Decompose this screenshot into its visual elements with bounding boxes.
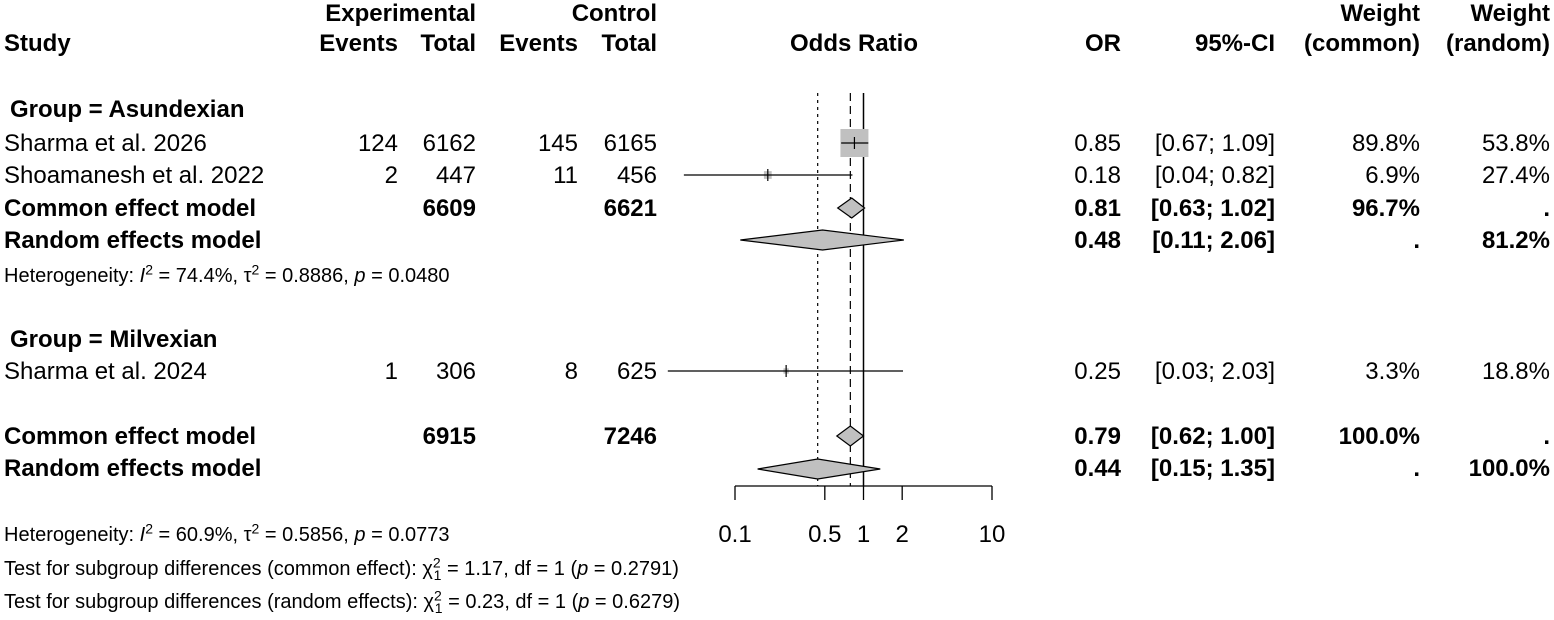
row-w-random: . (1543, 423, 1550, 450)
row-study: Common effect model (4, 195, 257, 222)
row-study: Random effects model (4, 227, 262, 254)
row-w-common: 100.0% (1338, 423, 1420, 450)
ctrl-total-header: Total (601, 30, 657, 57)
row-study: Shoamanesh et al. 2022 (4, 162, 265, 189)
weight-common-sub: (common) (1304, 30, 1420, 57)
row-c-total: 6165 (603, 130, 657, 157)
ci-header: 95%-CI (1194, 30, 1275, 57)
row-w-common: . (1413, 455, 1420, 482)
row-w-random: 18.8% (1481, 358, 1550, 385)
row-e-events: 1 (384, 358, 398, 385)
row-e-total: 306 (435, 358, 476, 385)
x-tick-label: 2 (895, 521, 909, 548)
random-effect-diamond (757, 458, 881, 480)
subgroup-test-random: Test for subgroup differences (random ef… (4, 587, 681, 616)
common-effect-diamond (836, 197, 866, 219)
weight-random-header: Weight (1470, 0, 1550, 27)
row-w-random: . (1543, 195, 1550, 222)
row-study: Sharma et al. 2024 (4, 358, 207, 385)
weight-common-header: Weight (1340, 0, 1420, 27)
row-c-events: 8 (564, 358, 578, 385)
exp-total-header: Total (420, 30, 476, 57)
row-ci: [0.03; 2.03] (1154, 358, 1275, 385)
row-w-common: 6.9% (1365, 162, 1420, 189)
x-tick-label: 10 (978, 521, 1006, 548)
row-e-total: 6162 (422, 130, 476, 157)
row-e-total: 6609 (422, 195, 476, 222)
exp-events-header: Events (319, 30, 398, 57)
row-c-events: 11 (553, 162, 578, 189)
or-header: OR (1085, 30, 1121, 57)
row-e-total: 6915 (422, 423, 476, 450)
row-w-common: . (1413, 227, 1420, 254)
row-study: Sharma et al. 2026 (4, 130, 207, 157)
experimental-header: Experimental (325, 0, 476, 27)
row-w-random: 81.2% (1481, 227, 1550, 254)
row-e-events: 124 (357, 130, 398, 157)
row-w-random: 100.0% (1468, 455, 1550, 482)
row-or: 0.44 (1074, 455, 1121, 482)
ctrl-events-header: Events (499, 30, 578, 57)
row-or: 0.79 (1074, 423, 1121, 450)
heterogeneity-group-1: Heterogeneity: I2 = 74.4%, τ2 = 0.8886, … (4, 261, 450, 287)
group-label: Group = Milvexian (10, 326, 218, 353)
odds-ratio-header: Odds Ratio (790, 30, 919, 57)
heterogeneity-overall: Heterogeneity: I2 = 60.9%, τ2 = 0.5856, … (4, 520, 450, 546)
row-c-events: 145 (537, 130, 578, 157)
x-tick-label: 1 (856, 521, 871, 548)
study-header: Study (4, 30, 71, 57)
row-w-random: 27.4% (1481, 162, 1550, 189)
row-study: Common effect model (4, 423, 257, 450)
row-ci: [0.15; 1.35] (1150, 455, 1275, 482)
row-w-random: 53.8% (1481, 130, 1550, 157)
random-effect-diamond (740, 229, 904, 251)
row-ci: [0.62; 1.00] (1150, 423, 1275, 450)
row-ci: [0.04; 0.82] (1154, 162, 1275, 189)
row-e-events: 2 (384, 162, 398, 189)
row-w-common: 96.7% (1351, 195, 1420, 222)
row-or: 0.85 (1074, 130, 1121, 157)
row-ci: [0.11; 2.06] (1152, 227, 1275, 254)
control-header: Control (571, 0, 657, 27)
row-w-common: 89.8% (1351, 130, 1420, 157)
row-or: 0.81 (1074, 195, 1121, 222)
common-effect-diamond (835, 425, 865, 447)
row-w-common: 3.3% (1365, 358, 1420, 385)
row-c-total: 6621 (603, 195, 657, 222)
row-study: Random effects model (4, 455, 262, 482)
row-or: 0.48 (1074, 227, 1121, 254)
weight-random-sub: (random) (1446, 30, 1550, 57)
row-ci: [0.67; 1.09] (1154, 130, 1275, 157)
row-ci: [0.63; 1.02] (1150, 195, 1275, 222)
row-or: 0.25 (1074, 358, 1121, 385)
row-e-total: 447 (435, 162, 476, 189)
row-c-total: 625 (616, 358, 657, 385)
row-c-total: 456 (616, 162, 657, 189)
x-tick-label: 0.5 (808, 521, 842, 548)
group-label: Group = Asundexian (10, 96, 245, 123)
row-or: 0.18 (1074, 162, 1121, 189)
row-c-total: 7246 (603, 423, 657, 450)
x-tick-label: 0.1 (718, 521, 752, 548)
subgroup-test-common: Test for subgroup differences (common ef… (4, 554, 679, 583)
